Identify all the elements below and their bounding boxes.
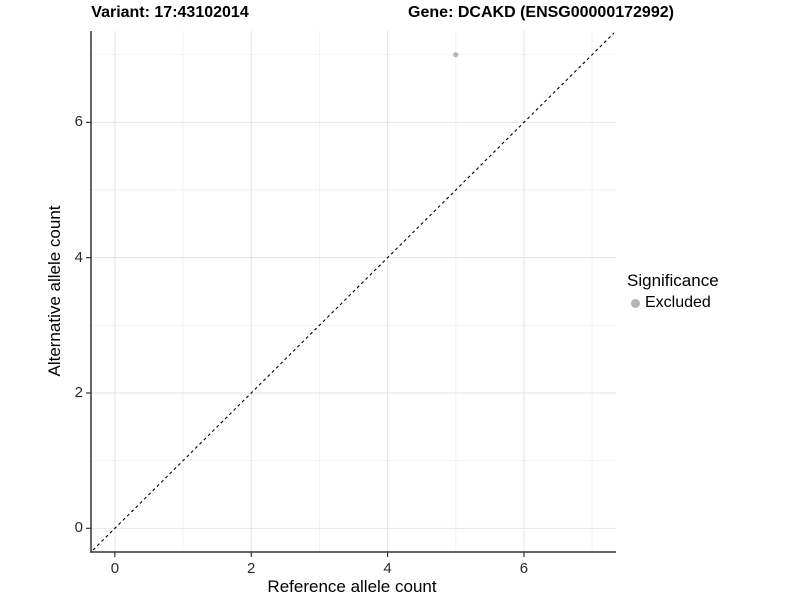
legend: Significance Excluded (627, 271, 719, 312)
variant-title: Variant: 17:43102014 (91, 4, 249, 21)
y-axis-title: Alternative allele count (45, 205, 64, 377)
x-tick-label: 6 (519, 560, 529, 577)
legend-key (627, 295, 643, 311)
y-tick-label: 6 (74, 113, 83, 131)
plot-area (86, 31, 616, 557)
y-tick-label: 0 (74, 519, 83, 537)
data-point (453, 52, 459, 58)
y-tick-label: 2 (74, 383, 83, 401)
x-tick-label: 4 (383, 560, 392, 577)
x-tick-label: 0 (110, 560, 120, 577)
excluded-point-icon (630, 298, 640, 308)
identity-dashed-line (92, 32, 615, 551)
legend-title: Significance (627, 271, 719, 290)
gene-title: Gene: DCAKD (ENSG00000172992) (408, 4, 674, 21)
x-axis-title: Reference allele count (267, 577, 437, 596)
legend-entry-label: Excluded (645, 294, 711, 311)
legend-entry-excluded: Excluded (627, 294, 719, 312)
y-tick-label: 4 (74, 248, 83, 266)
x-tick-label: 2 (247, 560, 256, 577)
